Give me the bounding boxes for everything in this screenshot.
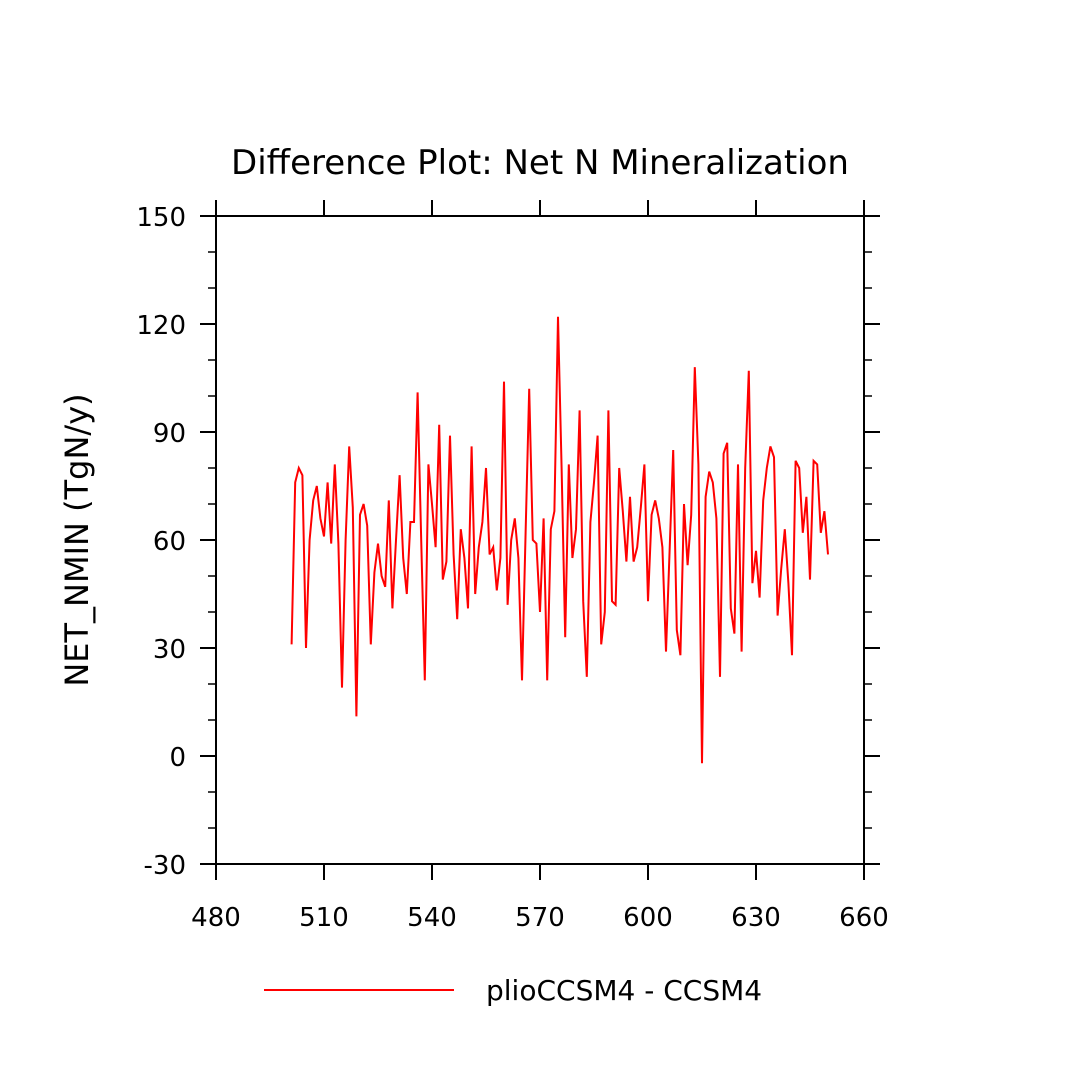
y-tick-label: -30 [144, 851, 186, 881]
y-tick-label: 60 [153, 527, 186, 557]
plot-frame [215, 215, 865, 865]
x-tick-label: 540 [407, 903, 457, 933]
axis-tick-labels: 480 510 540 570 600 630 660 -30 0 30 60 90 120 150 [136, 203, 888, 933]
x-tick-label: 570 [515, 903, 565, 933]
y-tick-label: 0 [169, 743, 186, 773]
x-tick-label: 480 [191, 903, 241, 933]
x-tick-label: 630 [731, 903, 781, 933]
x-tick-label: 510 [299, 903, 349, 933]
y-tick-label: 90 [153, 419, 186, 449]
series-line [290, 316, 829, 764]
legend-label: plioCCSM4 - CCSM4 [486, 974, 762, 1007]
axis-ticks [200, 200, 880, 880]
plot-area [215, 215, 865, 865]
y-tick-label: 150 [136, 203, 186, 233]
x-tick-label: 660 [839, 903, 889, 933]
legend: plioCCSM4 - CCSM4 [264, 974, 762, 1007]
y-tick-label: 120 [136, 311, 186, 341]
x-tick-label: 600 [623, 903, 673, 933]
chart-title: Difference Plot: Net N Mineralization [231, 143, 849, 183]
series-layer [290, 316, 829, 764]
y-axis-label: NET_NMIN (TgN/y) [58, 393, 96, 686]
y-tick-label: 30 [153, 635, 186, 665]
